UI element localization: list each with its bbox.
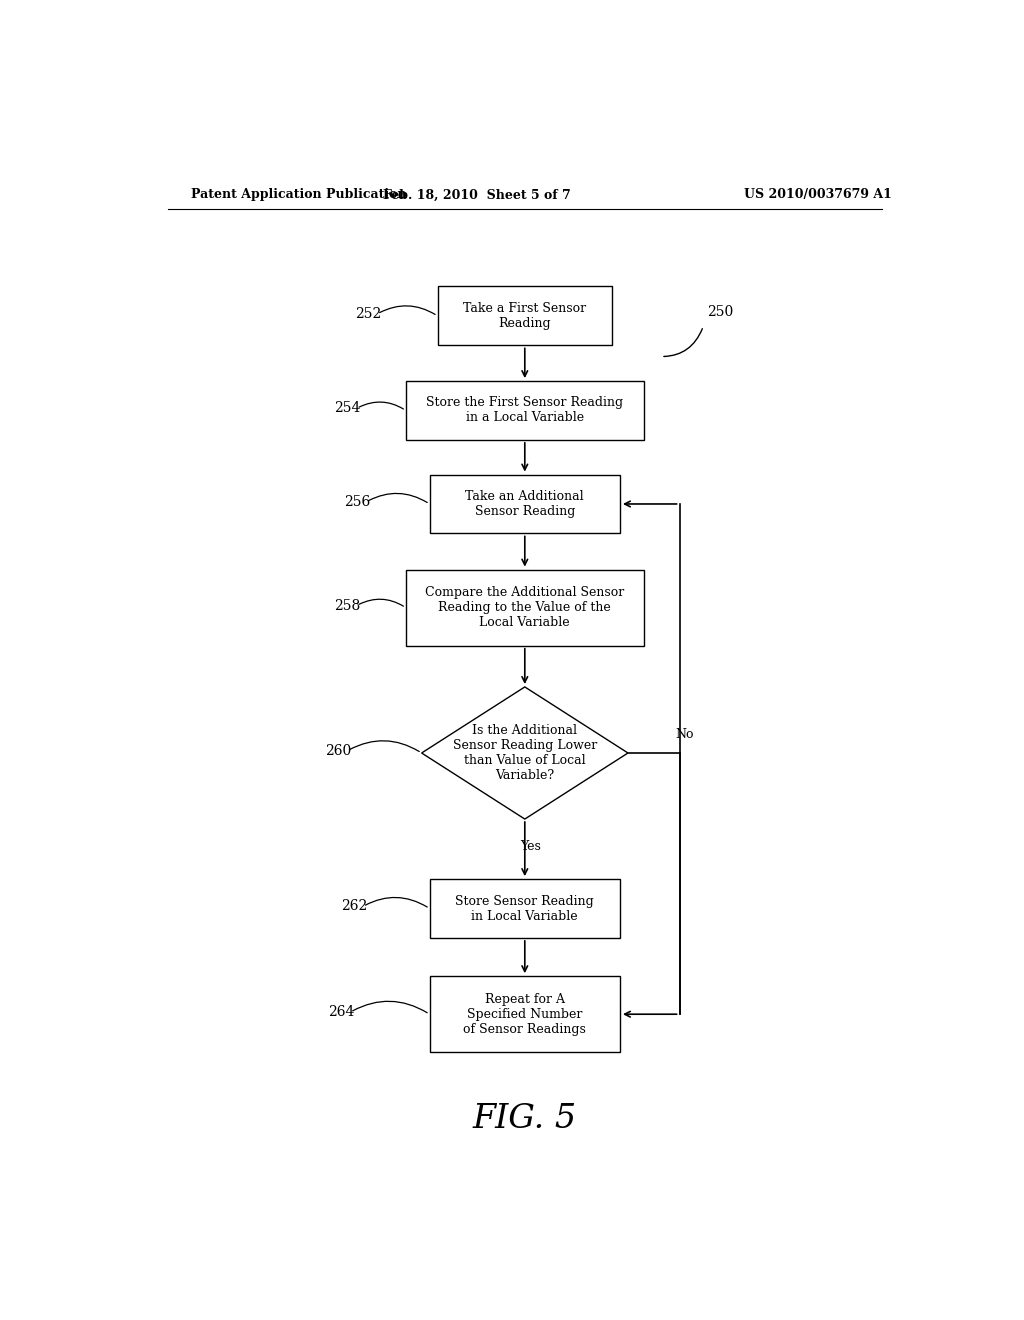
- FancyBboxPatch shape: [430, 975, 620, 1052]
- FancyBboxPatch shape: [430, 474, 620, 533]
- Text: 260: 260: [325, 744, 351, 758]
- Text: Take a First Sensor
Reading: Take a First Sensor Reading: [463, 302, 587, 330]
- Text: Store Sensor Reading
in Local Variable: Store Sensor Reading in Local Variable: [456, 895, 594, 923]
- Text: 250: 250: [708, 305, 733, 319]
- Text: Feb. 18, 2010  Sheet 5 of 7: Feb. 18, 2010 Sheet 5 of 7: [383, 189, 571, 202]
- FancyArrowPatch shape: [352, 1002, 427, 1012]
- Text: US 2010/0037679 A1: US 2010/0037679 A1: [744, 189, 892, 202]
- Text: FIG. 5: FIG. 5: [473, 1104, 577, 1135]
- Text: 252: 252: [355, 308, 381, 321]
- FancyArrowPatch shape: [369, 494, 427, 503]
- FancyBboxPatch shape: [430, 879, 620, 939]
- FancyArrowPatch shape: [380, 306, 435, 314]
- FancyArrowPatch shape: [359, 599, 403, 606]
- Polygon shape: [422, 686, 628, 818]
- Text: 254: 254: [334, 401, 360, 416]
- FancyBboxPatch shape: [437, 286, 612, 346]
- Text: Take an Additional
Sensor Reading: Take an Additional Sensor Reading: [466, 490, 584, 517]
- Text: Store the First Sensor Reading
in a Local Variable: Store the First Sensor Reading in a Loca…: [426, 396, 624, 425]
- Text: Is the Additional
Sensor Reading Lower
than Value of Local
Variable?: Is the Additional Sensor Reading Lower t…: [453, 723, 597, 781]
- Text: 262: 262: [341, 899, 367, 913]
- Text: No: No: [676, 727, 694, 741]
- FancyArrowPatch shape: [359, 403, 403, 409]
- FancyBboxPatch shape: [406, 569, 644, 645]
- FancyBboxPatch shape: [406, 381, 644, 440]
- Text: 256: 256: [344, 495, 370, 510]
- FancyArrowPatch shape: [664, 329, 702, 356]
- Text: 258: 258: [334, 598, 360, 612]
- FancyArrowPatch shape: [349, 741, 419, 751]
- Text: Yes: Yes: [520, 840, 541, 853]
- Text: Repeat for A
Specified Number
of Sensor Readings: Repeat for A Specified Number of Sensor …: [464, 993, 586, 1036]
- Text: 264: 264: [328, 1005, 354, 1019]
- FancyArrowPatch shape: [366, 898, 427, 907]
- Text: Compare the Additional Sensor
Reading to the Value of the
Local Variable: Compare the Additional Sensor Reading to…: [425, 586, 625, 630]
- Text: Patent Application Publication: Patent Application Publication: [191, 189, 407, 202]
